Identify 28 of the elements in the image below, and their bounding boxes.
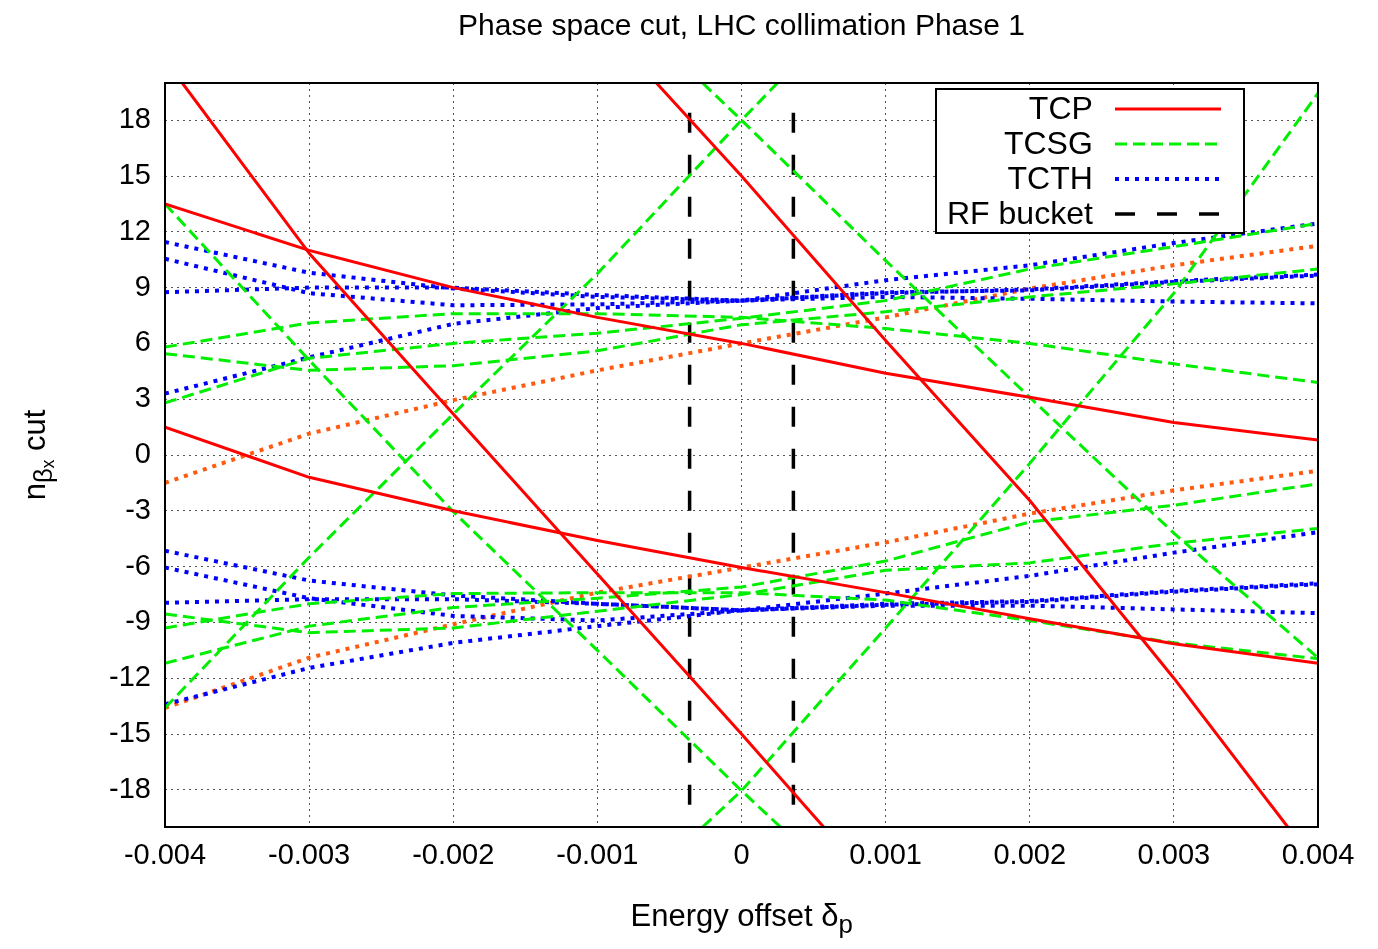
y-tick-label: 3 [134, 381, 151, 414]
x-tick-label: 0.001 [849, 838, 922, 871]
x-tick-label: -0.002 [412, 838, 495, 871]
y-tick-label: -12 [109, 660, 151, 693]
legend-label: TCP [1028, 90, 1093, 127]
y-tick-label: 6 [134, 325, 151, 358]
legend-label: RF bucket [947, 195, 1093, 232]
x-tick-label: 0.002 [993, 838, 1067, 871]
x-tick-label: 0 [733, 838, 750, 871]
x-axis-title: Energy offset δ$_{p}$ [630, 898, 853, 939]
y-tick-label: -9 [125, 604, 151, 637]
x-tick-label: 0.003 [1137, 838, 1211, 871]
y-tick-label: -15 [109, 716, 151, 748]
x-tick-label: -0.001 [556, 838, 639, 871]
y-tick-label: 18 [118, 102, 151, 135]
y-tick-label: -3 [125, 492, 151, 525]
x-tick-label: -0.004 [123, 838, 207, 871]
x-tick-label: -0.003 [268, 838, 351, 871]
y-tick-label: 9 [134, 269, 151, 302]
legend-label: TCTH [1007, 160, 1093, 197]
y-tick-label: -18 [109, 771, 151, 804]
y-tick-label: 15 [118, 158, 151, 190]
y-tick-label: 0 [134, 437, 151, 469]
legend-label: TCSG [1003, 125, 1093, 162]
x-tick-label: 0.004 [1281, 838, 1355, 871]
y-tick-label: 12 [118, 213, 151, 246]
chart-title: Phase space cut, LHC collimation Phase 1 [458, 8, 1025, 41]
y-tick-label: -6 [125, 548, 151, 581]
